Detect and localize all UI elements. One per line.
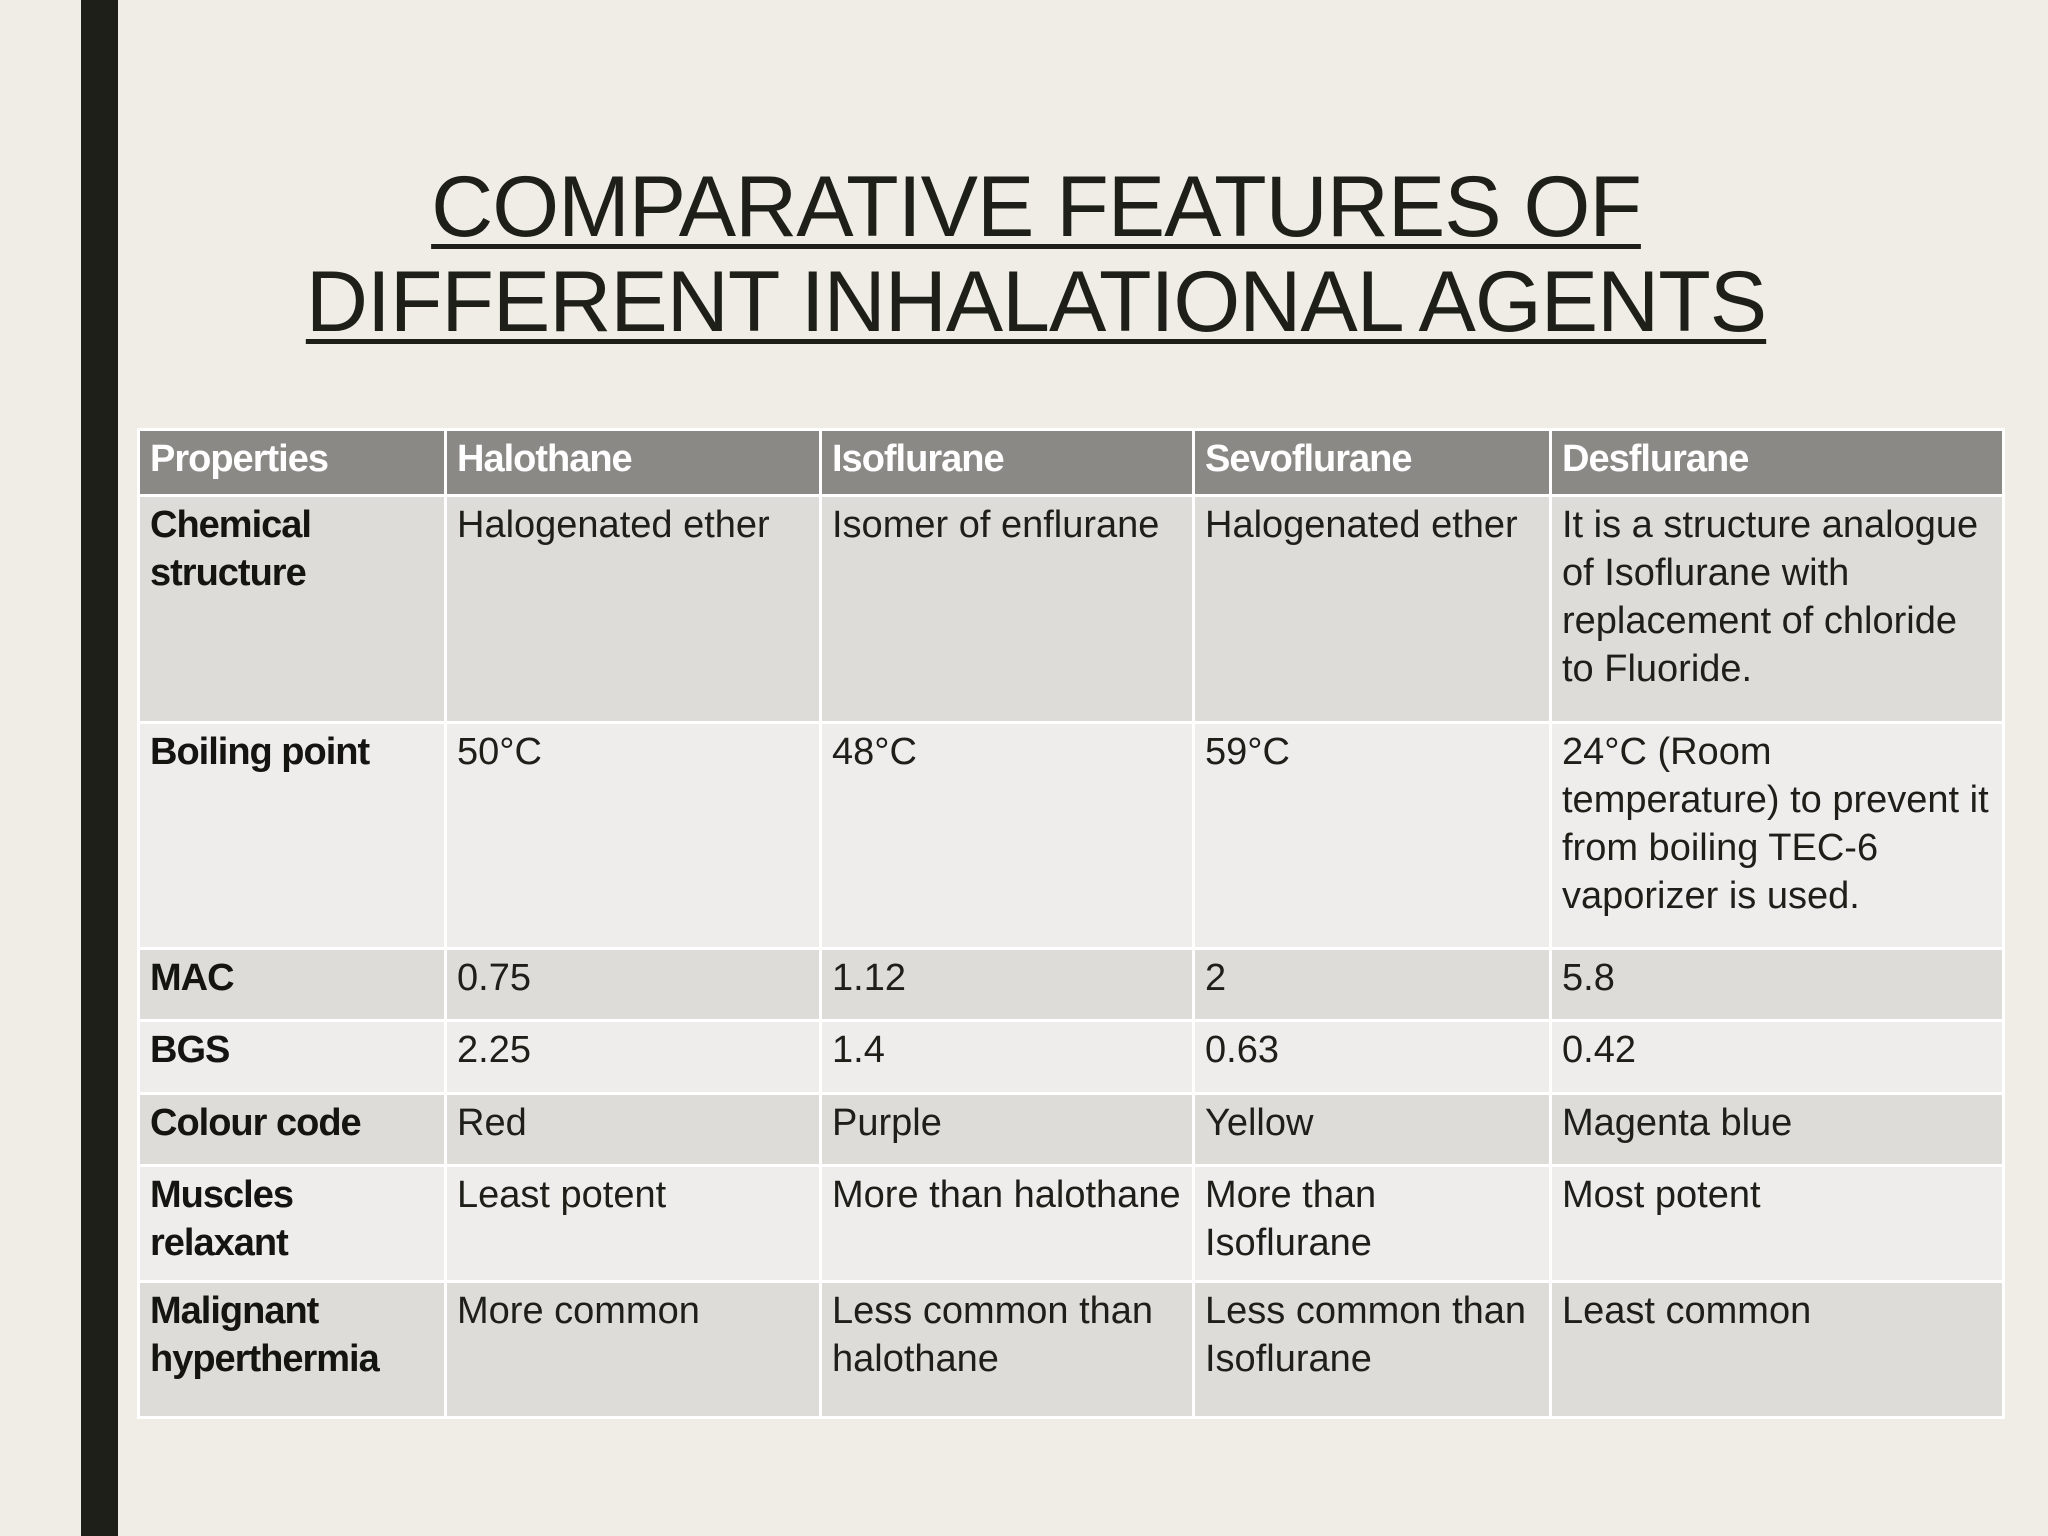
comparison-table: Properties Halothane Isoflurane Sevoflurane… [137, 428, 2005, 1419]
table-cell: Halogenated ether [444, 494, 822, 724]
table-row: Boiling point 50°C 48°C 59°C 24°C (Room temp… [137, 721, 2005, 950]
slide-title: COMPARATIVE FEATURES OF DIFFERENT INHALA… [305, 159, 1767, 350]
header-cell: Sevoflurane [1192, 428, 1552, 497]
table-cell: 0.42 [1549, 1019, 2005, 1095]
row-label: MAC [137, 947, 447, 1022]
table-cell: Red [444, 1092, 822, 1167]
table-cell: Isomer of enflurane [819, 494, 1195, 724]
table-cell: 0.63 [1192, 1019, 1552, 1095]
table-row: Colour code Red Purple Yellow Magenta blue [137, 1092, 2005, 1167]
table-cell: 1.4 [819, 1019, 1195, 1095]
row-label: Muscles relaxant [137, 1164, 447, 1283]
table-cell: Purple [819, 1092, 1195, 1167]
row-label: Colour code [137, 1092, 447, 1167]
table-cell: Most potent [1549, 1164, 2005, 1283]
header-cell: Properties [137, 428, 447, 497]
table-cell: 48°C [819, 721, 1195, 950]
table-cell: Magenta blue [1549, 1092, 2005, 1167]
table-cell: More than Isoflurane [1192, 1164, 1552, 1283]
table-row: MAC 0.75 1.12 2 5.8 [137, 947, 2005, 1022]
table-cell: Yellow [1192, 1092, 1552, 1167]
table-cell: Less common than Isoflurane [1192, 1280, 1552, 1419]
row-label: Chemical structure [137, 494, 447, 724]
table-cell: Least common [1549, 1280, 2005, 1419]
table-cell: 59°C [1192, 721, 1552, 950]
table-cell: More common [444, 1280, 822, 1419]
table-row: Muscles relaxant Least potent More than ha… [137, 1164, 2005, 1283]
table-row: BGS 2.25 1.4 0.63 0.42 [137, 1019, 2005, 1095]
table-row: Malignant hyperthermia More common Less co… [137, 1280, 2005, 1419]
header-cell: Isoflurane [819, 428, 1195, 497]
header-row: Properties Halothane Isoflurane Sevoflurane… [137, 428, 2005, 497]
table-cell: 24°C (Room temperature) to prevent it fr… [1549, 721, 2005, 950]
header-cell: Desflurane [1549, 428, 2005, 497]
row-label: Boiling point [137, 721, 447, 950]
accent-bar [81, 0, 118, 1536]
table-cell: 2.25 [444, 1019, 822, 1095]
row-label: Malignant hyperthermia [137, 1280, 447, 1419]
table-cell: It is a structure analogue of Isoflurane… [1549, 494, 2005, 724]
table-cell: 5.8 [1549, 947, 2005, 1022]
header-cell: Halothane [444, 428, 822, 497]
table-cell: 2 [1192, 947, 1552, 1022]
table-cell: 0.75 [444, 947, 822, 1022]
table-cell: More than halothane [819, 1164, 1195, 1283]
table-row: Chemical structure Halogenated ether Isome… [137, 494, 2005, 724]
row-label: BGS [137, 1019, 447, 1095]
table-cell: Halogenated ether [1192, 494, 1552, 724]
table-cell: 50°C [444, 721, 822, 950]
table-cell: Less common than halothane [819, 1280, 1195, 1419]
table-cell: 1.12 [819, 947, 1195, 1022]
table-cell: Least potent [444, 1164, 822, 1283]
